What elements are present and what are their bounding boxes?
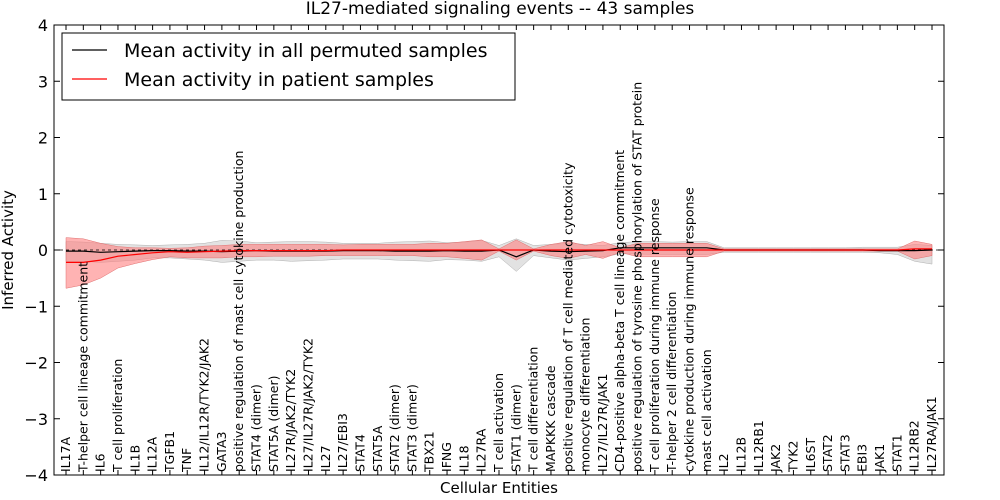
x-axis-label: Cellular Entities [440,479,558,497]
x-tick-label: TGFB1 [162,431,177,473]
x-axis-ticks: IL17A T-helper cell lineage commitment IL6… [58,25,939,475]
x-tick-label: IL1B [127,445,142,472]
y-tick-label: −4 [24,466,48,485]
x-tick-label: IL12RB1 [751,420,766,472]
series-line-patient [66,248,932,263]
x-tick-label: GATA3 [214,432,229,472]
x-tick-label: MAPKKK cascade [543,365,558,472]
x-tick-label: IL27/IL27R/JAK2/TYK2 [301,338,316,472]
x-tick-label: TYK2 [785,441,800,473]
chart-title: IL27-mediated signaling events -- 43 sam… [306,0,695,19]
x-tick-label: STAT4 [352,434,367,472]
x-tick-label: IL27/IL27R/JAK1 [595,374,610,472]
plot-frame [53,24,945,476]
x-tick-label: positive regulation of T cell mediated c… [560,162,575,472]
x-tick-label: IL12A [145,436,160,472]
confidence-bands [65,237,933,289]
y-tick-label: −3 [24,410,48,429]
x-tick-label: STAT5A [370,425,385,472]
series-lines [54,247,944,263]
x-tick-label: IL27RA/JAK1 [924,396,939,472]
x-tick-label: IFNG [439,442,454,472]
x-tick-label: TBX21 [422,431,437,473]
y-tick-label: 0 [38,241,48,260]
y-tick-label: 2 [38,129,48,148]
legend: Mean activity in all permuted samples Me… [61,32,516,101]
y-axis-label: Inferred Activity [0,190,17,310]
x-tick-label: T-helper cell lineage commitment [75,262,90,473]
x-tick-label: IL12B [734,437,749,472]
x-tick-label: T cell differentiation [526,347,541,473]
x-tick-label: cytokine production during immune respon… [682,187,697,472]
x-tick-label: positive regulation of mast cell cytokin… [231,151,246,472]
x-tick-label: STAT1 [889,434,904,472]
x-tick-label: IL2 [716,453,731,472]
x-tick-label: STAT2 (dimer) [387,384,402,472]
x-tick-label: STAT4 (dimer) [249,384,264,472]
x-tick-label: monocyte differentiation [578,318,593,472]
x-tick-label: T cell proliferation [110,359,125,473]
x-tick-label: positive regulation of tyrosine phosphor… [630,82,645,472]
x-tick-label: JAK2 [768,444,783,473]
x-tick-label: IL6 [93,453,108,472]
legend-label-permuted: Mean activity in all permuted samples [124,40,487,62]
x-tick-label: T-helper 2 cell differentiation [664,292,679,473]
x-tick-label: STAT2 [820,434,835,472]
y-tick-label: −1 [24,297,48,316]
x-tick-label: T cell activation [491,373,506,473]
x-tick-label: STAT3 (dimer) [404,384,419,472]
y-tick-label: −2 [24,354,48,373]
x-tick-label: IL12/IL12R/TYK2/JAK2 [197,338,212,472]
y-tick-label: 1 [38,185,48,204]
y-axis-ticks: −4 −3 −2 −1 0 1 2 3 4 [24,16,944,485]
x-tick-label: STAT1 (dimer) [508,384,523,472]
x-tick-label: IL27 [318,445,333,472]
x-tick-label: IL27R/JAK2/TYK2 [283,369,298,472]
x-tick-label: IL6ST [803,438,818,473]
x-tick-label: STAT5A (dimer) [266,375,281,471]
x-tick-label: IL27RA [474,428,489,472]
x-tick-label: CD4-positive alpha-beta T cell lineage c… [612,150,627,472]
x-tick-label: IL17A [58,436,73,472]
legend-box [61,32,516,101]
x-tick-label: JAK1 [872,444,887,473]
x-tick-label: mast cell activation [699,349,714,472]
y-tick-label: 3 [38,72,48,91]
legend-label-patient: Mean activity in patient samples [124,69,434,91]
x-tick-label: T cell proliferation during immune respo… [647,198,662,473]
y-tick-label: 4 [38,16,48,35]
x-tick-label: IL18 [456,445,471,472]
x-tick-label: IL27/EBI3 [335,413,350,472]
x-tick-label: IL12RB2 [907,420,922,472]
x-tick-label: EBI3 [855,444,870,472]
x-tick-label: STAT3 [837,434,852,472]
x-tick-label: TNF [179,448,194,473]
